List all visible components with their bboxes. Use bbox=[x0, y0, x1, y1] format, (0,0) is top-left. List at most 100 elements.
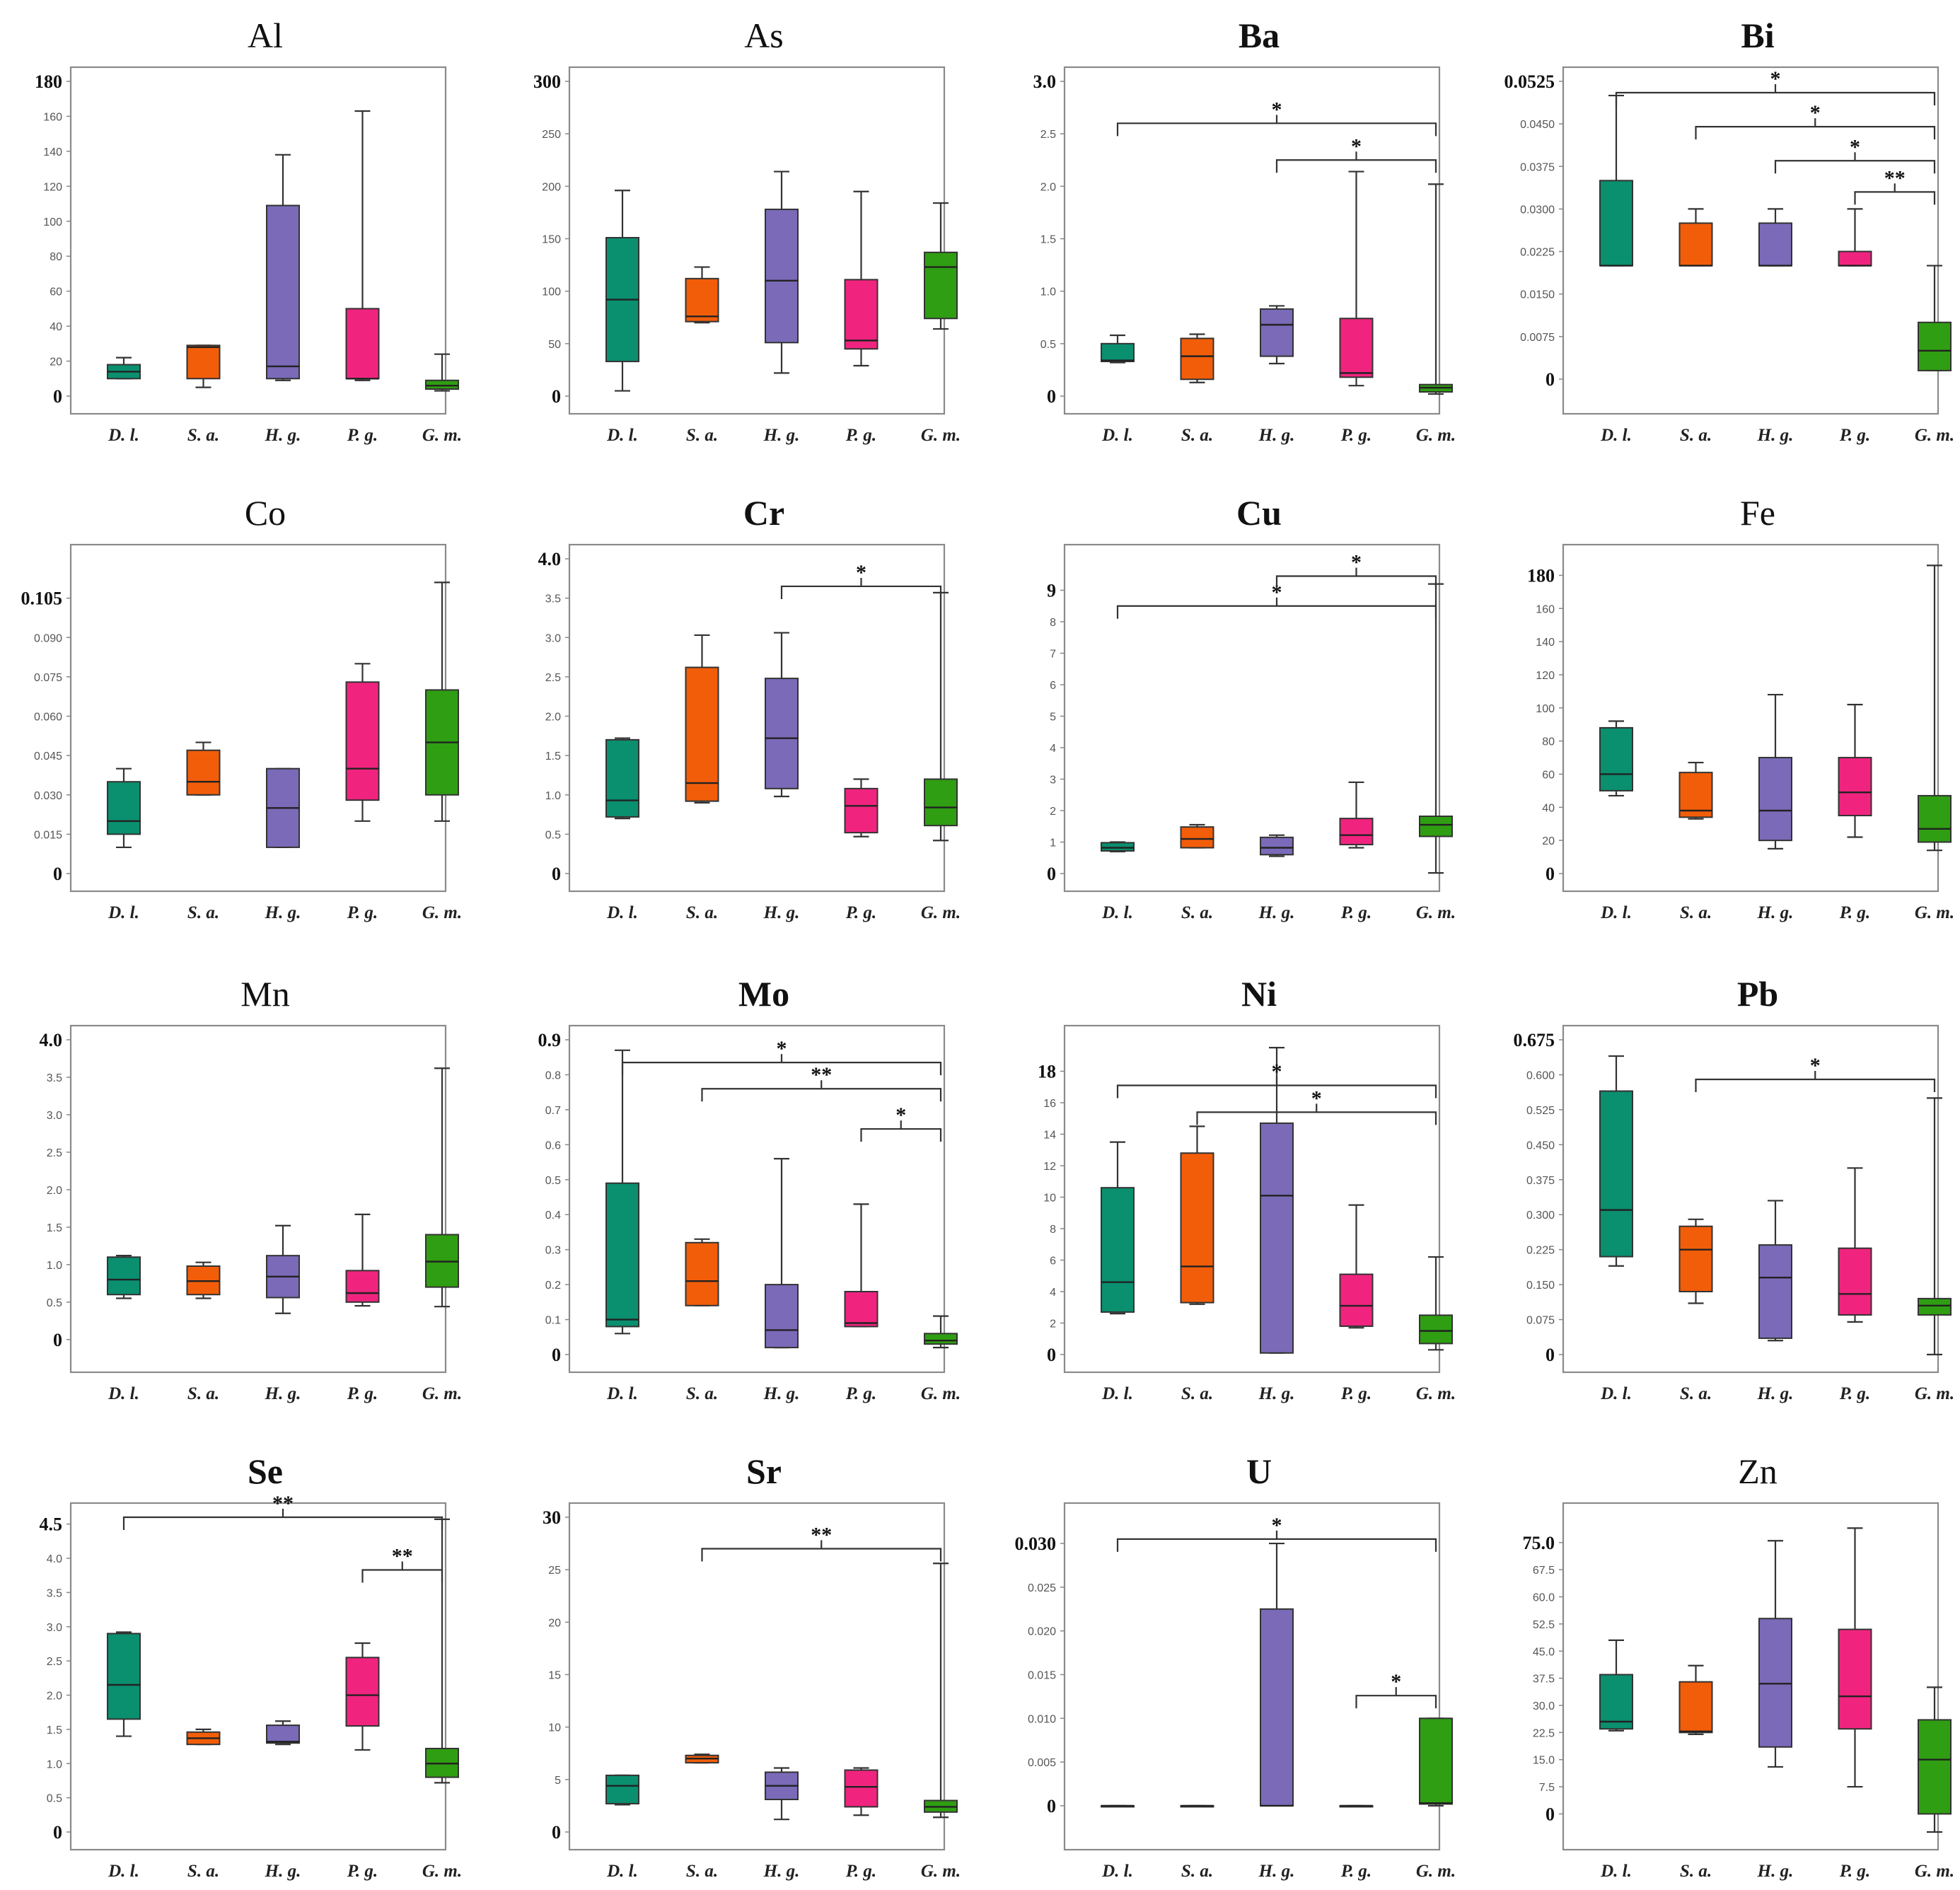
chart-co: Co 0 0.015 0.030 0.045 0.060 0.075 0.090 0.105 D.… bbox=[21, 493, 463, 922]
box-dl bbox=[107, 356, 141, 380]
y-tick-label: 0 bbox=[552, 864, 561, 884]
y-tick-label: 0 bbox=[53, 1330, 62, 1350]
box-gm bbox=[924, 202, 958, 330]
x-tick-label: G. m. bbox=[1915, 1862, 1954, 1881]
chart-ba: Ba 0 0.5 1.0 1.5 2.0 2.5 3.0 D. l. S. a. H. g. P. g… bbox=[1033, 16, 1456, 445]
y-tick-label: 0.300 bbox=[1526, 1210, 1555, 1222]
y-tick-label: 20 bbox=[548, 1617, 561, 1629]
y-tick-label: 0.0450 bbox=[1520, 119, 1555, 131]
y-tick-label: 0.090 bbox=[34, 632, 62, 644]
iqr-box bbox=[107, 1256, 141, 1296]
y-tick-label: 3.0 bbox=[47, 1110, 62, 1122]
iqr-box bbox=[1599, 180, 1633, 267]
y-tick-label: 15 bbox=[548, 1670, 561, 1682]
box-gm bbox=[425, 581, 459, 822]
y-tick-label: 0 bbox=[552, 1345, 561, 1365]
x-tick-label: D. l. bbox=[108, 426, 139, 445]
y-tick-label: 20 bbox=[1542, 835, 1555, 847]
y-tick-label: 0.010 bbox=[1028, 1713, 1056, 1725]
y-tick-label: 0 bbox=[53, 1822, 62, 1843]
y-tick-label: 0.060 bbox=[34, 712, 62, 724]
significance-label: * bbox=[1311, 1086, 1322, 1110]
iqr-box bbox=[1419, 1717, 1453, 1805]
y-tick-label: 7 bbox=[1050, 649, 1056, 661]
x-tick-label: S. a. bbox=[1181, 1384, 1213, 1403]
box-sa bbox=[186, 344, 221, 388]
box-sa bbox=[186, 741, 221, 796]
x-tick-label: S. a. bbox=[1680, 1384, 1712, 1403]
chart-bi: Bi 0 0.0075 0.0150 0.0225 0.0300 0.0375 0.0450 0… bbox=[1504, 16, 1955, 445]
iqr-box bbox=[685, 1241, 719, 1306]
chart-title: Ni bbox=[1241, 974, 1277, 1014]
x-tick-label: P. g. bbox=[347, 1862, 378, 1881]
y-tick-label: 2 bbox=[1050, 1318, 1056, 1330]
x-tick-label: P. g. bbox=[845, 426, 876, 445]
box-pg bbox=[345, 1213, 380, 1307]
chart-mo: Mo 0 0.1 0.2 0.3 0.4 0.5 0.6 0.7 0.8 0.9 D. l. S. a.… bbox=[538, 974, 961, 1403]
significance-label: * bbox=[1810, 101, 1821, 124]
y-tick-label: 80 bbox=[50, 251, 62, 263]
box-sa bbox=[685, 634, 719, 804]
x-tick-label: H. g. bbox=[1757, 1384, 1794, 1403]
iqr-box bbox=[1918, 794, 1952, 843]
box-gm bbox=[924, 591, 958, 842]
y-tick-label: 67.5 bbox=[1533, 1565, 1555, 1577]
y-tick-label: 5 bbox=[555, 1775, 561, 1787]
y-tick-label: 100 bbox=[43, 216, 62, 228]
box-pg bbox=[1838, 208, 1872, 267]
x-tick-label: S. a. bbox=[1181, 903, 1213, 922]
x-tick-label: G. m. bbox=[1416, 903, 1456, 922]
y-tick-label: 10 bbox=[548, 1722, 561, 1734]
x-tick-label: D. l. bbox=[108, 1384, 139, 1403]
chart-u: U 0 0.005 0.010 0.015 0.020 0.025 0.030 D. l. S. … bbox=[1015, 1451, 1456, 1881]
iqr-box bbox=[1758, 757, 1792, 842]
significance-label: * bbox=[856, 561, 866, 584]
iqr-box bbox=[605, 1182, 639, 1328]
y-tick-label: 160 bbox=[1536, 603, 1555, 615]
x-tick-label: D. l. bbox=[1600, 426, 1632, 445]
significance-label: ** bbox=[811, 1063, 832, 1086]
y-tick-label: 0.015 bbox=[34, 829, 62, 841]
box-gm bbox=[1918, 265, 1952, 372]
y-tick-label: 2.5 bbox=[1040, 129, 1056, 141]
significance-label: * bbox=[1810, 1054, 1821, 1077]
plot-frame bbox=[1562, 1024, 1939, 1374]
bracket-line bbox=[1695, 118, 1936, 140]
y-tick-label: 1 bbox=[1050, 837, 1056, 850]
iqr-box bbox=[1339, 818, 1374, 846]
chart-title: Al bbox=[248, 16, 283, 55]
y-tick-label: 0.5 bbox=[47, 1793, 62, 1805]
x-tick-label: G. m. bbox=[1915, 1384, 1954, 1403]
y-tick-label: 18 bbox=[1038, 1062, 1056, 1082]
bracket-line bbox=[701, 1080, 942, 1102]
y-tick-label: 180 bbox=[1527, 565, 1555, 586]
x-tick-label: G. m. bbox=[1416, 1862, 1456, 1881]
iqr-box bbox=[1101, 842, 1135, 852]
y-tick-label: 0.7 bbox=[545, 1105, 561, 1117]
box-hg bbox=[1758, 1200, 1792, 1342]
x-tick-label: P. g. bbox=[1839, 426, 1870, 445]
y-tick-label: 0.450 bbox=[1526, 1140, 1555, 1152]
iqr-box bbox=[1419, 1314, 1453, 1345]
x-tick-label: D. l. bbox=[1101, 1384, 1133, 1403]
iqr-box bbox=[1758, 1244, 1792, 1339]
chart-title: Co bbox=[245, 493, 286, 533]
box-pg bbox=[1838, 704, 1872, 838]
chart-title: Zn bbox=[1738, 1451, 1778, 1491]
y-tick-label: 1.0 bbox=[47, 1758, 62, 1770]
plot-frame bbox=[1063, 543, 1441, 893]
significance-bracket: ** bbox=[701, 1063, 942, 1102]
chart-title: Cu bbox=[1236, 493, 1282, 533]
box-pg bbox=[844, 1767, 878, 1816]
x-tick-label: P. g. bbox=[1839, 1384, 1870, 1403]
y-tick-label: 0.0075 bbox=[1520, 332, 1555, 344]
x-tick-label: D. l. bbox=[1101, 1862, 1133, 1881]
iqr-box bbox=[765, 208, 799, 344]
x-tick-label: S. a. bbox=[1181, 1862, 1213, 1881]
x-tick-label: G. m. bbox=[422, 1862, 462, 1881]
x-tick-label: D. l. bbox=[606, 1384, 638, 1403]
box-dl bbox=[107, 767, 141, 849]
bracket-line bbox=[701, 1540, 942, 1562]
x-tick-label: D. l. bbox=[606, 1862, 638, 1881]
box-gm bbox=[924, 1315, 958, 1349]
